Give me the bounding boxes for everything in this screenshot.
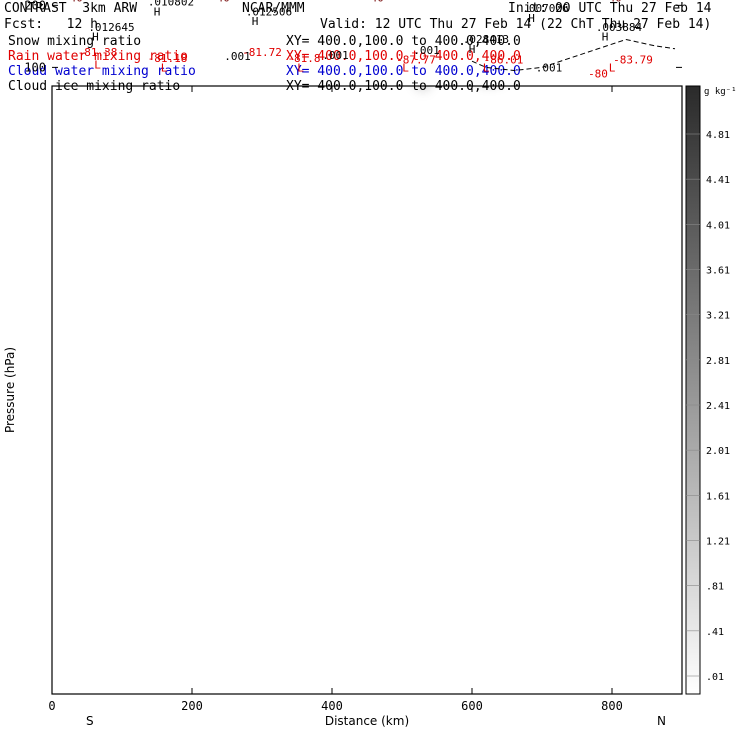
contour-label: H [528, 12, 535, 25]
colorbar-tick-label: 4.81 [706, 130, 730, 141]
temperature-label: -40 [364, 0, 384, 4]
temperature-contours [52, 0, 682, 66]
field-label-cloud-water: Cloud water mixing ratio [8, 64, 196, 79]
colorbar-tick-label: 1.21 [706, 537, 730, 548]
contour-label: .012645 [88, 21, 134, 34]
contour-label: .001 [224, 50, 251, 63]
contour-label: -83.79 [613, 53, 653, 66]
contour-label: -87.77 [396, 53, 436, 66]
colorbar-tick-label: .01 [706, 672, 724, 683]
y-axis-label: Pressure (hPa) [3, 347, 17, 433]
colorbar-tick-label: 2.01 [706, 446, 730, 457]
x-end-label-south: S [86, 714, 94, 728]
y-tick-label: 100 [24, 60, 46, 74]
contour-label: H [252, 15, 259, 28]
valid-time: Valid: 12 UTC Thu 27 Feb 14 (22 ChT Thu … [320, 17, 712, 32]
colorbar-tick-label: .81 [706, 582, 724, 593]
temperature-contour [52, 30, 682, 37]
contour-label: H [469, 43, 476, 56]
x-tick-label: 200 [181, 699, 203, 713]
temperature-contour [52, 58, 682, 65]
cloud-ice-contour [471, 38, 676, 71]
field-xy-snow: XY= 400.0,100.0 to 400.0,400.0 [286, 34, 521, 49]
temperature-contour [52, 5, 682, 12]
temperature-contour [52, 17, 682, 25]
field-xy-cloud-water: XY= 400.0,100.0 to 400.0,400.0 [286, 64, 521, 79]
colorbar-tick-label: 3.21 [706, 311, 730, 322]
colorbar-tick-label: 3.61 [706, 266, 730, 277]
temperature-label: -40 [210, 0, 230, 4]
contour-label: L [94, 58, 101, 71]
x-end-label-north: N [657, 714, 666, 728]
colorbar-tick-label: 4.41 [706, 175, 730, 186]
field-xy-rain: XY= 400.0,100.0 to 400.0,400.0 [286, 49, 521, 64]
forecast-hour: Fcst: 12 h [4, 17, 98, 32]
temperature-contour [52, 43, 682, 51]
contour-label: .028413 [463, 33, 509, 46]
contour-label: .007026 [522, 2, 568, 15]
init-time: Init: 00 UTC Thu 27 Feb 14 [508, 1, 712, 16]
contour-label: .010802 [148, 0, 194, 9]
contour-label: L [483, 61, 490, 74]
x-tick-label: 600 [461, 699, 483, 713]
contour-label: L [161, 61, 168, 74]
contour-label: .001 [322, 49, 349, 62]
contour-label: -80 [588, 68, 608, 81]
x-tick-label: 800 [601, 699, 623, 713]
contour-label: -81.72 [242, 46, 282, 59]
contour-label: H [92, 30, 99, 43]
colorbar [685, 85, 701, 695]
temperature-label: -40 [63, 0, 83, 4]
field-label-snow: Snow mixing ratio [8, 34, 142, 49]
contour-label: L [402, 61, 409, 74]
colorbar-tick-label: .41 [706, 627, 724, 638]
temperature-contour [52, 25, 682, 31]
field-label-rain: Rain water mixing ratio [8, 49, 189, 64]
temperature-label: -40 [602, 0, 622, 4]
contour-label: -86.01 [484, 53, 524, 66]
x-axis-label: Distance (km) [325, 714, 409, 728]
y-tick-label: 200 [24, 0, 46, 12]
contour-label: L [297, 61, 304, 74]
contour-label: H [154, 6, 161, 19]
x-tick-label: 0 [48, 699, 55, 713]
contour-label: .001 [413, 44, 440, 57]
org-label: NCAR/MMM [242, 1, 305, 16]
colorbar-tick-label: 1.61 [706, 491, 730, 502]
snow-shading [419, 86, 427, 90]
model-title: CONTRAST 3km ARW [4, 1, 138, 16]
contour-label: .001 [536, 61, 563, 74]
colorbar-tick-label: 2.81 [706, 356, 730, 367]
colorbar-tick-label: 4.01 [706, 220, 730, 231]
contour-label: -81.18 [148, 52, 188, 65]
x-tick-label: 400 [321, 699, 343, 713]
colorbar-tick-label: 2.41 [706, 401, 730, 412]
plot-frame [51, 85, 683, 695]
contour-label: H [602, 30, 609, 43]
contour-label: -81.8 [287, 52, 320, 65]
contour-label: .012506 [246, 6, 292, 19]
temperature-contour [52, 52, 682, 58]
contour-label: .003884 [596, 21, 643, 34]
contour-label: L [609, 61, 616, 74]
contour-label: -81.38 [78, 46, 118, 59]
snow-plume [419, 86, 427, 90]
colorbar-unit: g kg⁻¹ [704, 87, 737, 97]
